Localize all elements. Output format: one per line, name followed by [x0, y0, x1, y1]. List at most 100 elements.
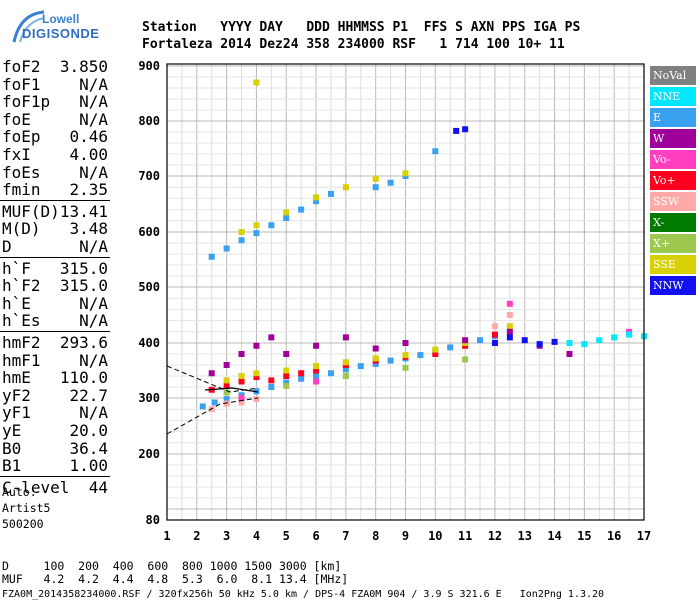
- param-row: foF1 N/A: [2, 76, 108, 93]
- param-value: N/A: [79, 237, 108, 256]
- chart-grid: [166, 64, 645, 520]
- param-value: 110.0: [59, 368, 108, 388]
- param-row: hmF1 N/A: [2, 352, 108, 369]
- echo-point: [238, 378, 245, 385]
- logo-swoosh-icon: [12, 10, 45, 43]
- param-row: hmF2 293.6: [2, 334, 108, 351]
- echo-point: [211, 399, 218, 406]
- echo-point: [268, 222, 275, 229]
- echo-point: [298, 375, 305, 382]
- param-value: N/A: [79, 92, 108, 112]
- legend-item: NNE: [650, 87, 696, 106]
- param-row: B0 36.4: [2, 440, 108, 457]
- echo-point: [506, 323, 513, 330]
- param-key: h`F2: [2, 276, 41, 296]
- param-row: hmE 110.0: [2, 369, 108, 386]
- echo-point: [551, 338, 558, 345]
- echo-point: [208, 253, 215, 260]
- param-value: 22.7: [69, 385, 108, 405]
- echo-point: [342, 334, 349, 341]
- x-tick-label: 6: [312, 529, 319, 543]
- echo-point: [313, 378, 320, 385]
- echo-point: [453, 127, 460, 134]
- param-row: foEp 0.46: [2, 128, 108, 145]
- x-tick-label: 8: [372, 529, 379, 543]
- x-tick-label: 15: [577, 529, 591, 543]
- auto-program: Artist5: [2, 501, 51, 515]
- y-tick-label: 600: [138, 225, 160, 239]
- param-row: fxI 4.00: [2, 146, 108, 163]
- echo-point: [357, 363, 364, 370]
- y-tick-label: 500: [138, 280, 160, 294]
- param-key: yF2: [2, 385, 31, 405]
- echo-point: [387, 357, 394, 364]
- echo-point: [327, 370, 334, 377]
- param-row: h`F 315.0: [2, 260, 108, 277]
- param-key: h`F: [2, 258, 31, 278]
- echo-point: [342, 359, 349, 366]
- echo-point: [506, 312, 513, 318]
- auto-version: 500200: [2, 517, 44, 531]
- echo-point: [223, 245, 230, 252]
- echo-point: [238, 373, 245, 379]
- param-row: foEs N/A: [2, 164, 108, 181]
- param-value: N/A: [79, 109, 108, 129]
- echo-point: [223, 400, 230, 407]
- echo-point: [253, 230, 260, 237]
- echo-point: [432, 346, 439, 353]
- y-tick-label: 300: [138, 391, 160, 405]
- param-row: C-level 44: [2, 479, 108, 496]
- echo-point: [372, 184, 379, 191]
- legend-item: Vo-: [650, 150, 696, 169]
- header-line2: Fortaleza 2014 Dez24 358 234000 RSF 1 71…: [142, 37, 565, 52]
- echo-point: [238, 237, 245, 244]
- param-row: foF1p N/A: [2, 93, 108, 110]
- x-tick-label: 2: [193, 529, 200, 543]
- echo-point: [313, 363, 320, 370]
- echo-point: [253, 396, 260, 403]
- logo-line2: DIGISONDE: [22, 26, 100, 41]
- param-key: foEs: [2, 162, 41, 182]
- param-key: C-level: [2, 477, 70, 497]
- y-tick-label: 900: [138, 59, 160, 73]
- echo-point: [223, 389, 230, 396]
- echo-point: [417, 352, 424, 359]
- echo-point: [268, 377, 275, 384]
- param-separator: [0, 331, 110, 332]
- x-tick-label: 14: [547, 529, 561, 543]
- x-tick-label: 13: [518, 529, 532, 543]
- logo-line1: Lowell: [42, 12, 80, 26]
- param-key: M(D): [2, 219, 41, 239]
- param-row: B1 1.00: [2, 457, 108, 474]
- echo-point: [402, 170, 409, 177]
- x-axis-ticks: 1 2 3 4 5 6 7 8 9 10 11 12 13 14 15 16 17: [163, 529, 651, 543]
- param-row: fmin 2.35: [2, 181, 108, 198]
- param-row: h`E N/A: [2, 295, 108, 312]
- param-value: 3.48: [69, 219, 108, 239]
- echo-point: [253, 374, 260, 381]
- echo-point: [596, 337, 603, 344]
- echo-point: [506, 328, 513, 335]
- y-tick-label: 800: [138, 114, 160, 128]
- param-key: foEp: [2, 127, 41, 147]
- echo-point: [238, 395, 245, 401]
- echo-point: [268, 384, 275, 390]
- param-value: 2.35: [69, 180, 108, 200]
- param-value: N/A: [79, 350, 108, 370]
- echo-point: [298, 206, 305, 213]
- echo-point: [208, 370, 215, 377]
- echo-point: [313, 194, 320, 201]
- echo-point: [387, 179, 394, 186]
- param-key: hmF1: [2, 350, 41, 370]
- param-key: hmF2: [2, 333, 41, 352]
- echo-point: [238, 229, 245, 235]
- echo-point: [506, 334, 513, 341]
- echo-point: [611, 334, 618, 341]
- echo-point: [253, 342, 260, 349]
- echo-point: [223, 377, 230, 384]
- echo-point: [462, 356, 469, 363]
- echo-point: [462, 126, 469, 133]
- echo-point: [313, 342, 320, 349]
- param-value: 0.46: [69, 127, 108, 147]
- param-key: h`Es: [2, 311, 41, 331]
